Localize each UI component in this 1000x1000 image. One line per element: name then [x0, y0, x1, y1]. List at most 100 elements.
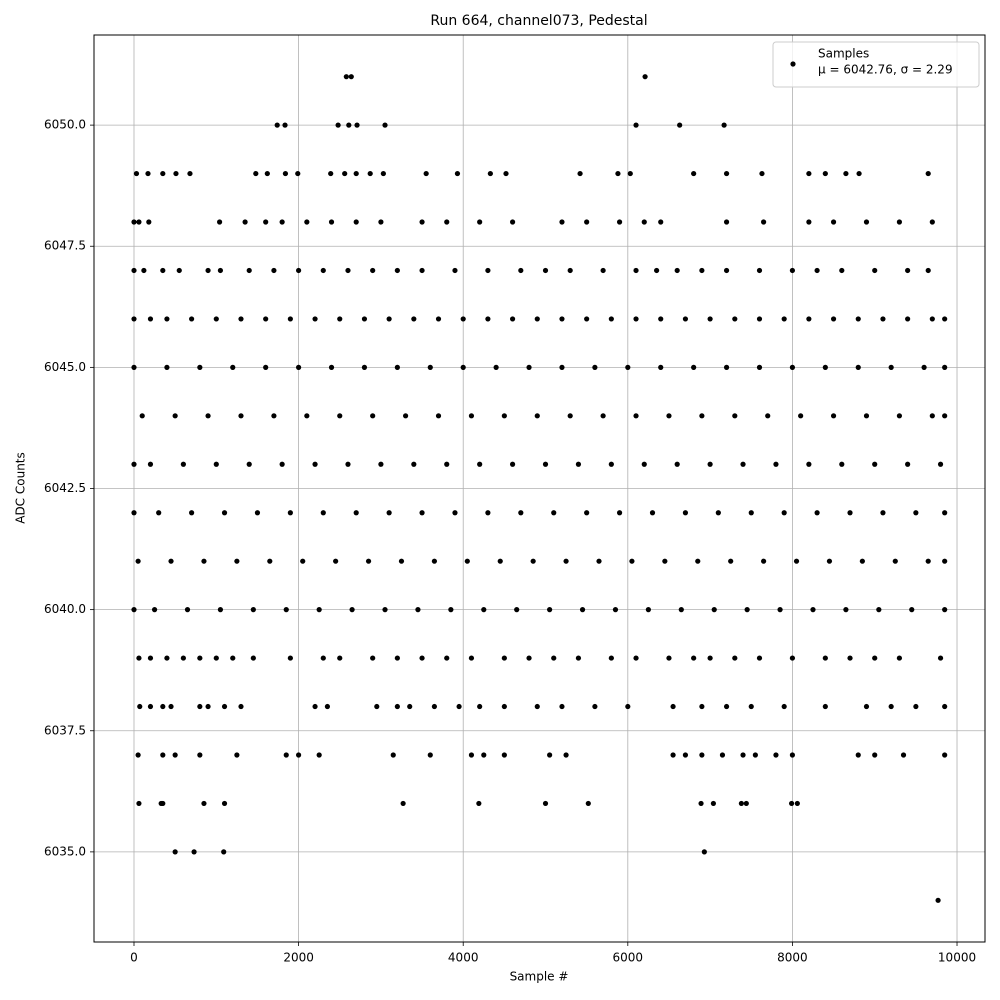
sample-point	[131, 510, 137, 516]
sample-point	[633, 267, 639, 274]
sample-point	[468, 752, 475, 758]
sample-point	[131, 219, 137, 225]
sample-point	[935, 897, 941, 903]
sample-point	[304, 413, 310, 419]
sample-point	[633, 122, 639, 128]
sample-point	[394, 655, 400, 661]
sample-point	[287, 510, 293, 516]
sample-point	[197, 655, 203, 661]
sample-point	[855, 364, 861, 370]
sample-point	[699, 267, 705, 274]
sample-point	[497, 558, 503, 564]
sample-point	[584, 219, 590, 225]
sample-point	[205, 413, 211, 419]
sample-point	[435, 316, 442, 322]
sample-point	[164, 316, 170, 322]
sample-point	[728, 558, 734, 564]
sample-point	[354, 122, 360, 128]
sample-point	[674, 267, 680, 274]
sample-point	[847, 655, 853, 661]
sample-point	[896, 219, 903, 225]
sample-point	[230, 655, 236, 661]
sample-point	[448, 607, 454, 613]
sample-point	[567, 413, 573, 419]
sample-point	[732, 413, 738, 419]
sample-point	[464, 558, 470, 564]
sample-point	[452, 510, 458, 516]
sample-point	[254, 510, 261, 516]
sample-point	[585, 800, 591, 807]
sample-point	[431, 703, 438, 710]
sample-point	[131, 316, 137, 322]
sample-point	[242, 219, 248, 225]
x-tick-label: 0	[130, 951, 138, 965]
sample-point	[691, 364, 697, 370]
sample-point	[135, 558, 141, 564]
sample-point	[172, 849, 178, 855]
sample-point	[282, 170, 289, 177]
sample-point	[761, 558, 767, 564]
sample-point	[234, 558, 240, 564]
sample-point	[337, 413, 343, 419]
sample-point	[238, 703, 244, 710]
sample-point	[320, 655, 326, 661]
sample-point	[633, 413, 639, 419]
sample-point	[773, 752, 779, 758]
sample-point	[925, 170, 931, 177]
sample-point	[205, 267, 211, 274]
sample-point	[781, 316, 787, 322]
sample-point	[839, 267, 845, 274]
sample-point	[896, 413, 903, 419]
sample-point	[378, 219, 384, 225]
sample-point	[312, 316, 318, 322]
sample-point	[723, 170, 730, 177]
sample-point	[909, 607, 915, 613]
sample-point	[810, 607, 816, 613]
sample-point	[136, 655, 142, 661]
sample-point	[691, 170, 697, 177]
sample-point	[855, 316, 861, 322]
x-tick-label: 6000	[613, 951, 644, 965]
sample-point	[221, 703, 228, 710]
sample-point	[201, 800, 207, 807]
sample-point	[719, 752, 726, 758]
sample-point	[900, 752, 907, 758]
sample-point	[633, 655, 639, 661]
sample-point	[732, 316, 738, 322]
sample-point	[830, 219, 837, 225]
sample-point	[542, 800, 549, 807]
sample-point	[551, 510, 557, 516]
sample-point	[658, 219, 664, 225]
sample-point	[283, 607, 289, 613]
sample-point	[141, 267, 147, 274]
sample-point	[822, 703, 828, 710]
sample-point	[501, 752, 507, 758]
sample-point	[612, 607, 619, 613]
sample-point	[287, 655, 293, 661]
sample-point	[221, 849, 227, 855]
sample-point	[577, 170, 583, 177]
sample-point	[937, 461, 944, 467]
sample-point	[333, 558, 339, 564]
x-tick-label: 8000	[777, 951, 808, 965]
sample-point	[530, 558, 536, 564]
sample-point	[905, 461, 911, 467]
sample-point	[187, 170, 193, 177]
sample-point	[411, 461, 417, 467]
y-tick-label: 6047.5	[44, 239, 86, 253]
sample-point	[658, 364, 664, 370]
sample-point	[843, 170, 849, 177]
points	[131, 74, 948, 903]
sample-point	[701, 849, 707, 855]
sample-point	[534, 703, 540, 710]
sample-point	[335, 122, 341, 128]
sample-point	[666, 655, 672, 661]
sample-point	[415, 607, 421, 613]
sample-point	[328, 170, 334, 177]
sample-point	[300, 558, 306, 564]
sample-point	[756, 267, 763, 274]
sample-point	[402, 413, 409, 419]
sample-point	[863, 413, 870, 419]
sample-point	[427, 364, 433, 370]
